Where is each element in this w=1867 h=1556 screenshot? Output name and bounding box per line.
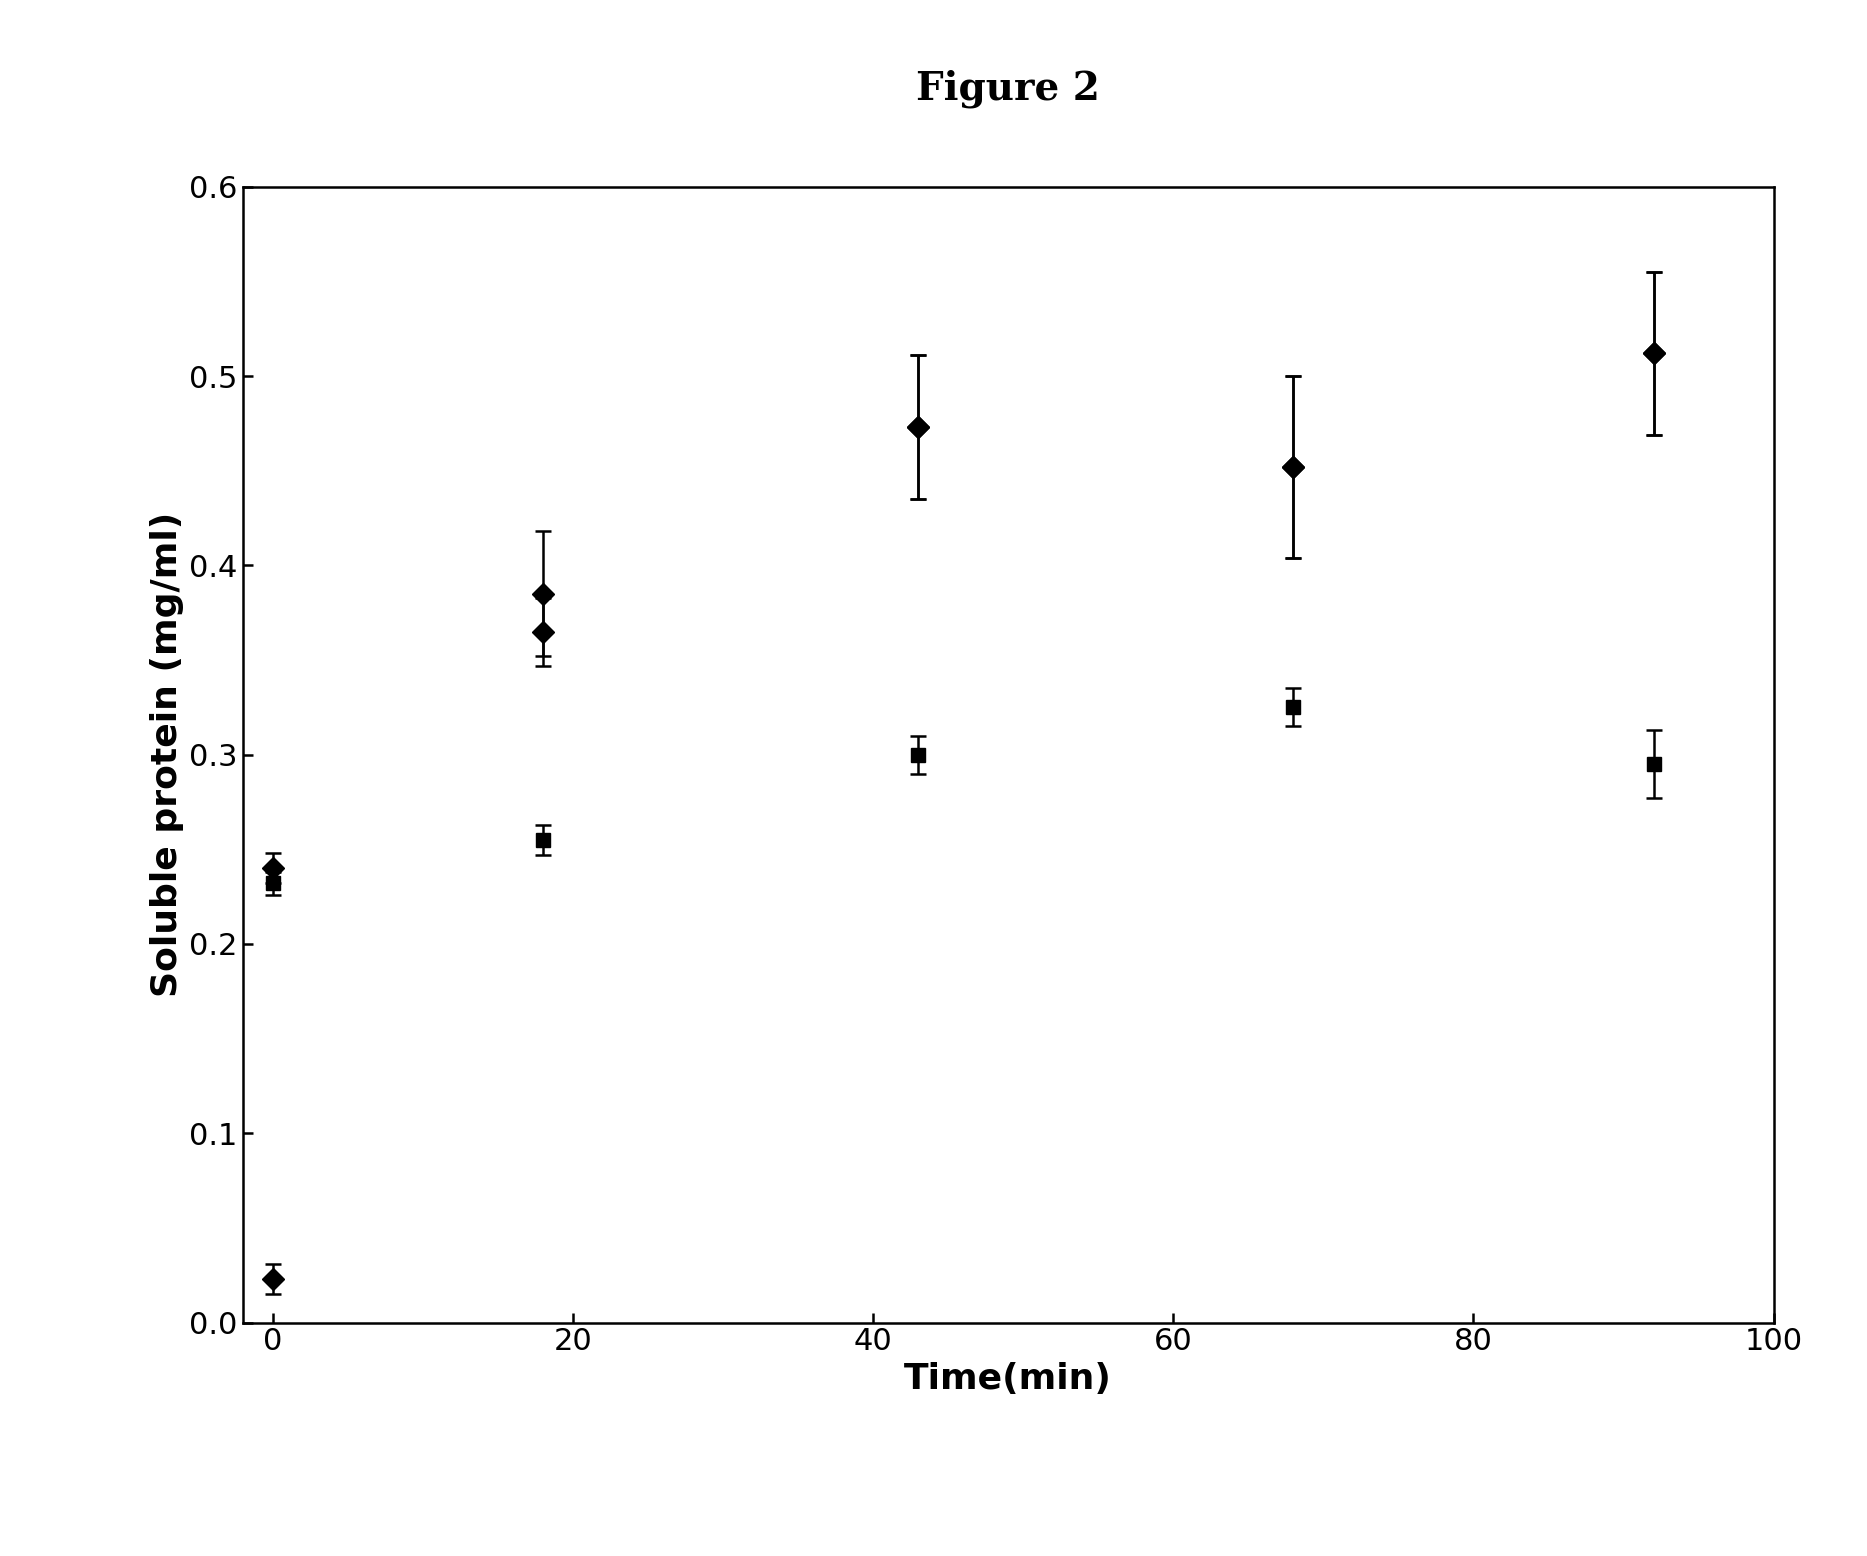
- X-axis label: Time(min): Time(min): [904, 1362, 1113, 1396]
- Y-axis label: Soluble protein (mg/ml): Soluble protein (mg/ml): [149, 512, 183, 997]
- Title: Figure 2: Figure 2: [917, 70, 1100, 107]
